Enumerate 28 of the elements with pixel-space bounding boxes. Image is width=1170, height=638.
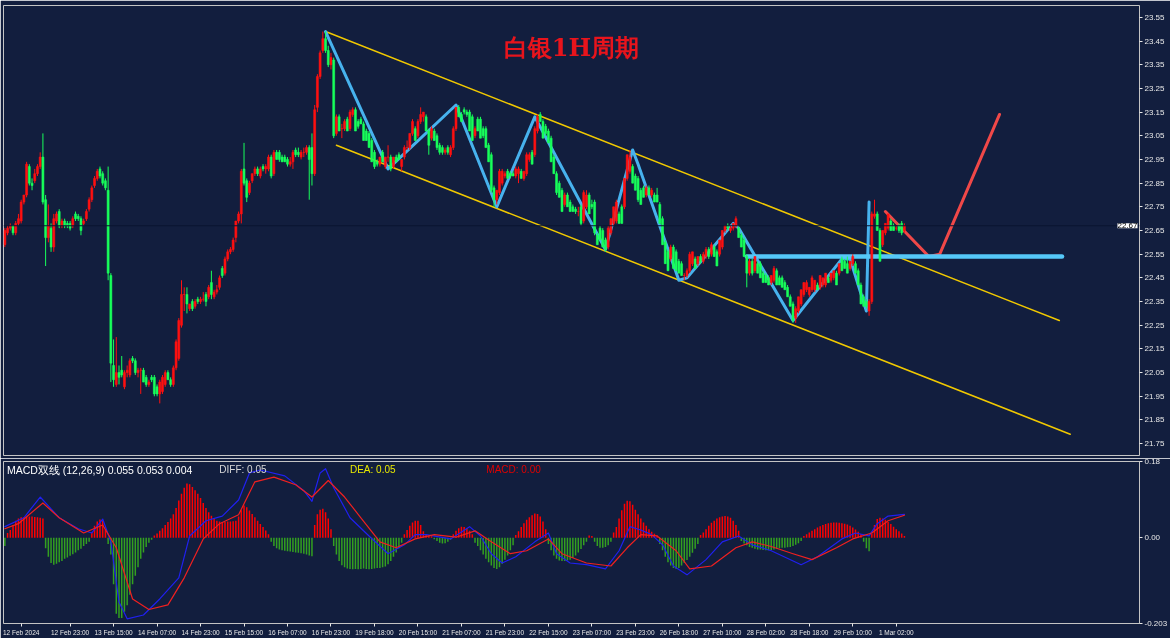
y-tick-label: 23.25 <box>1144 83 1166 93</box>
y-tick-label: 21.75 <box>1144 439 1166 449</box>
y-tick-label: 23.55 <box>1144 12 1166 22</box>
y-tick-label: 0.00 <box>1144 533 1161 543</box>
y-tick-label: 21.95 <box>1144 391 1166 401</box>
y-tick-label: 22.85 <box>1144 178 1166 188</box>
y-tick-label: 22.05 <box>1144 368 1166 378</box>
annotation: DIFF: 0.05 <box>219 463 268 475</box>
annotation: DEA: 0.05 <box>349 463 396 475</box>
y-tick-label: 22.95 <box>1144 154 1166 164</box>
y-tick-label: 22.55 <box>1144 249 1166 259</box>
annotation: MACD双线 (12,26,9) 0.055 0.053 0.004 <box>6 463 193 476</box>
y-tick-label: 23.15 <box>1144 107 1166 117</box>
y-tick-label: 22.65 <box>1144 226 1166 235</box>
text: 白银1H周期 <box>503 32 640 62</box>
y-tick-label: 23.05 <box>1144 131 1166 141</box>
y-tick-label: 22.35 <box>1144 297 1166 307</box>
y-tick-label: -0.203 <box>1144 619 1168 628</box>
y-tick-label: 22.45 <box>1144 273 1166 283</box>
y-tick-label: 22.25 <box>1144 320 1166 330</box>
y-tick-label: 22.75 <box>1144 202 1166 212</box>
y-tick-label: 22.15 <box>1144 344 1166 354</box>
y-tick-label: 23.35 <box>1144 60 1166 70</box>
ref-line-label: 22.67 <box>1117 221 1139 231</box>
annotation: MACD: 0.00 <box>486 463 542 475</box>
y-tick-label: 21.85 <box>1144 415 1166 425</box>
y-tick-label: 23.45 <box>1144 36 1166 46</box>
y-tick-label: 0.18 <box>1144 457 1161 466</box>
